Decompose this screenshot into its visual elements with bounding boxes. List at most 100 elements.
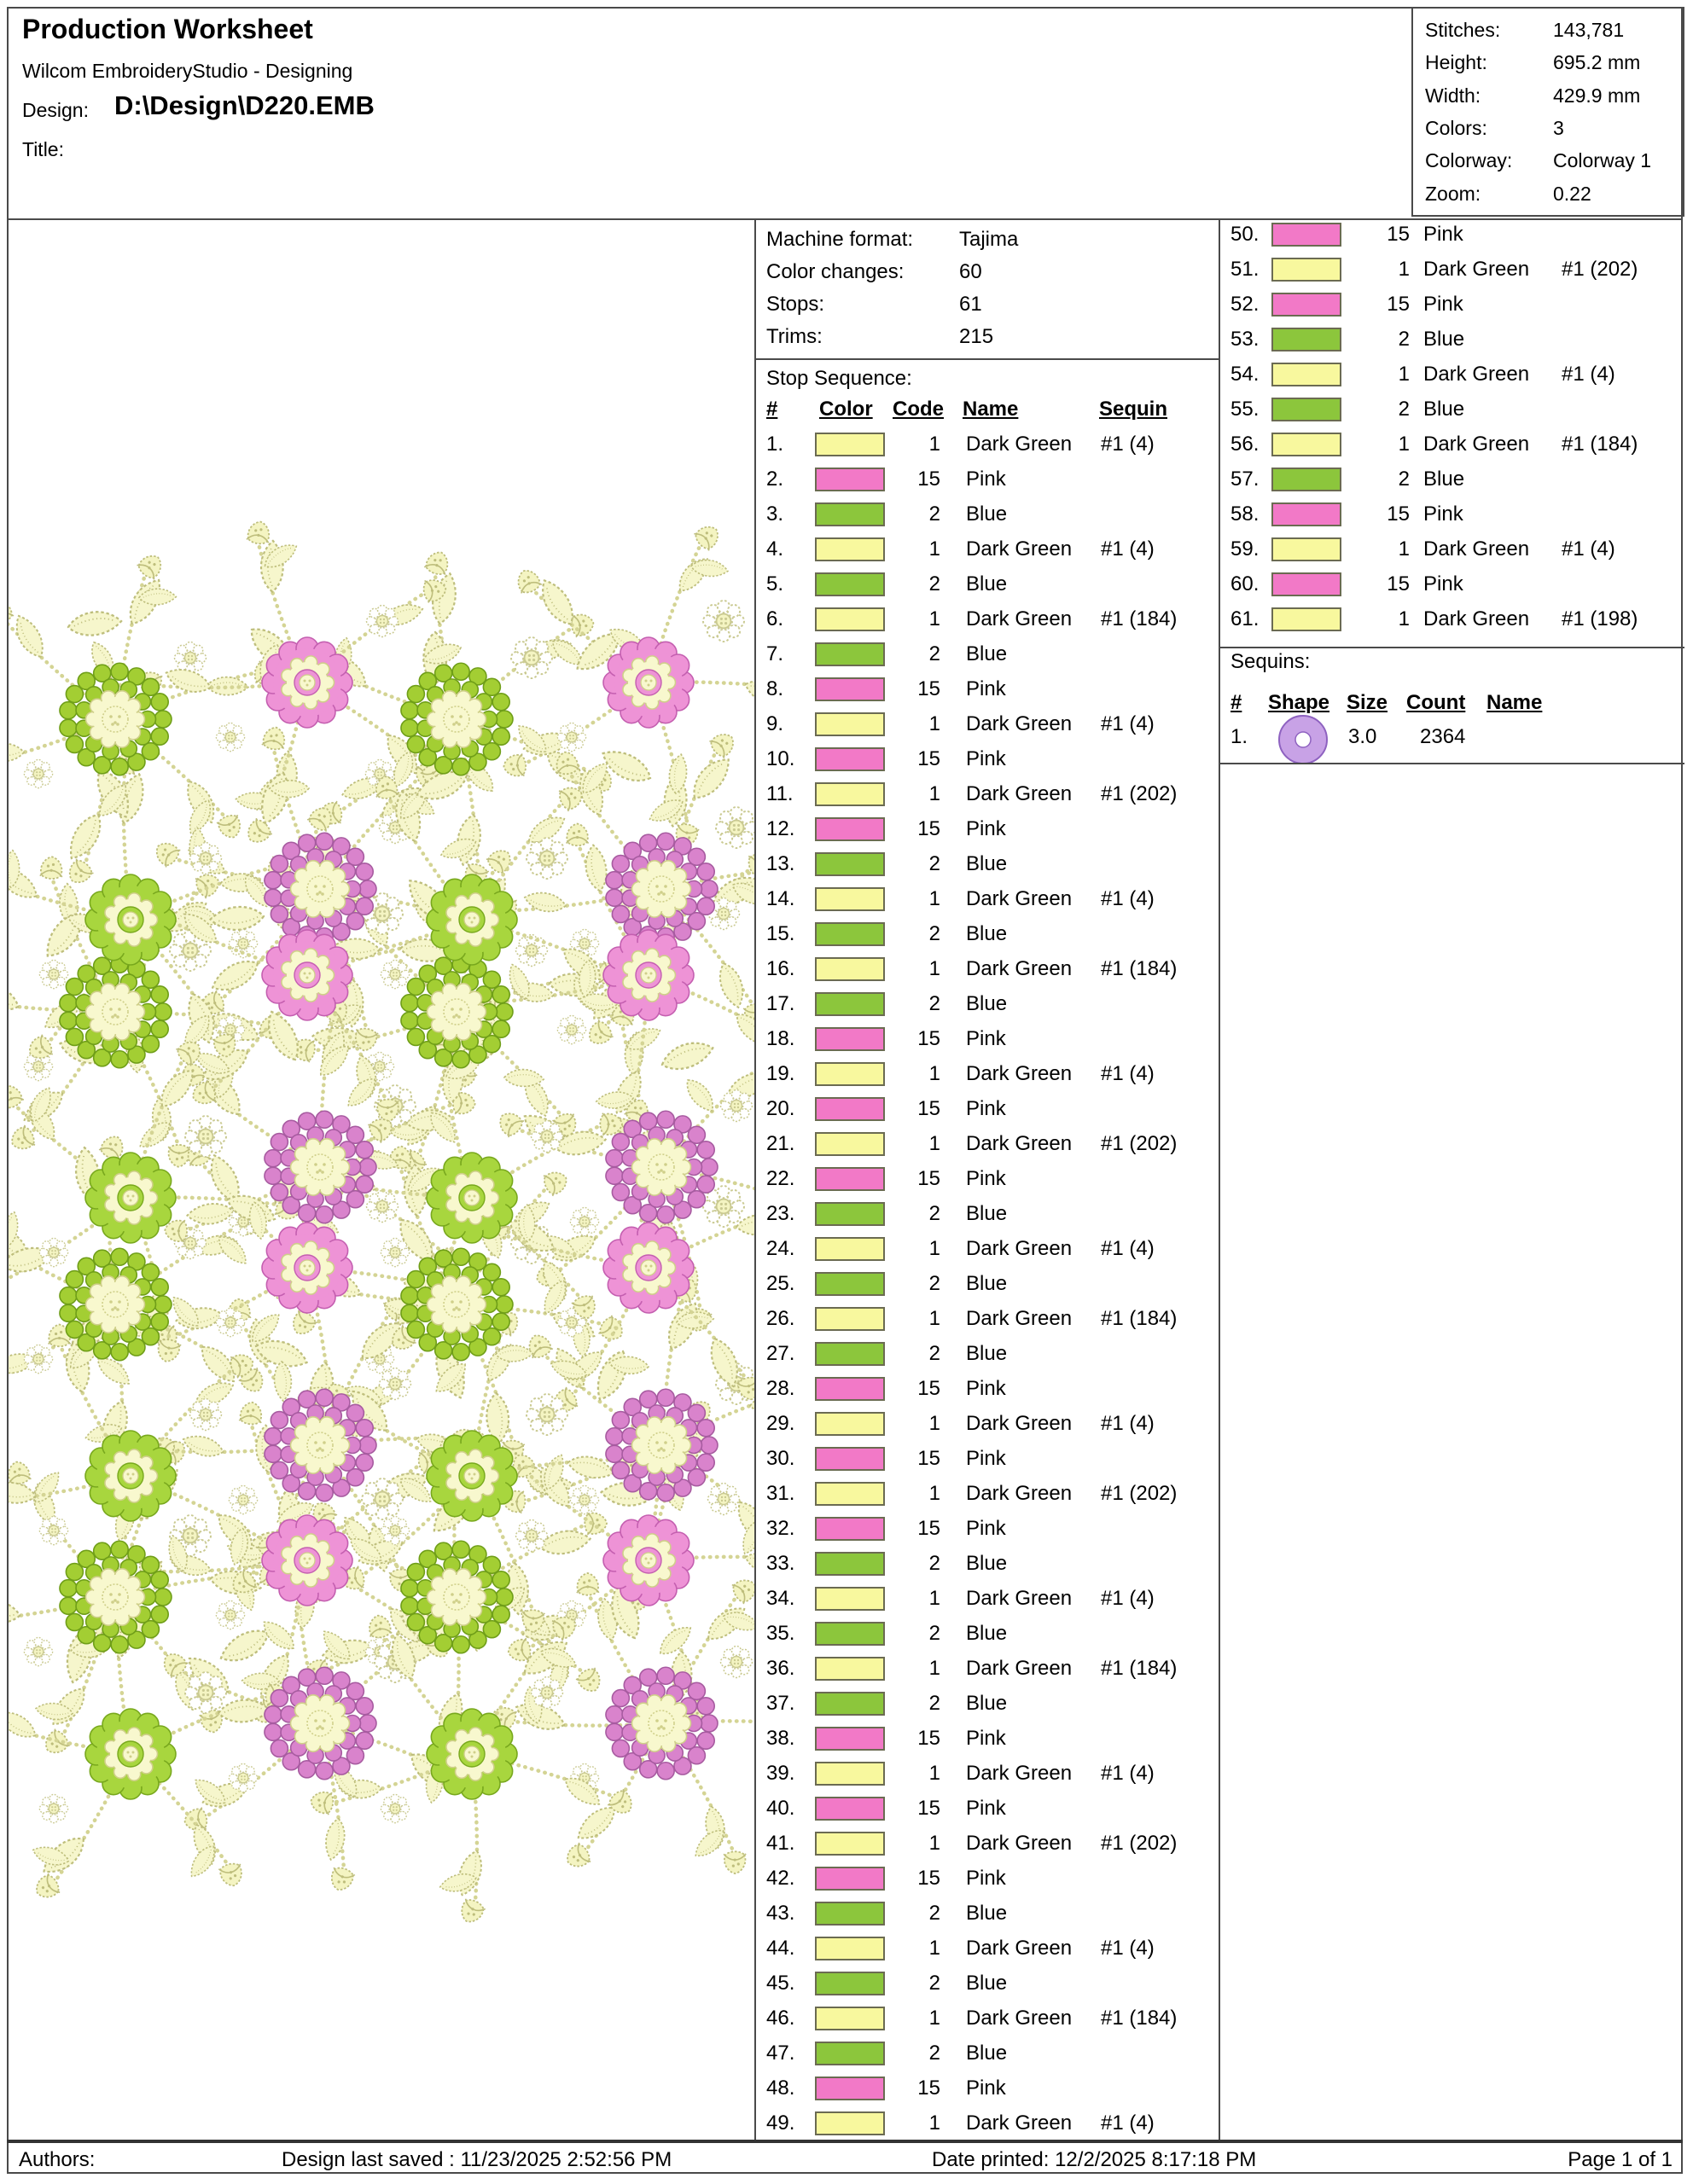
design-path: D:\Design\D220.EMB [113, 90, 375, 120]
color-swatch [1271, 363, 1341, 386]
stop-row: 15. 2 Blue [766, 922, 1008, 946]
color-swatch [1271, 537, 1341, 561]
stop-row: 36. 1 Dark Green #1 (184) [766, 1657, 1178, 1681]
color-swatch [815, 468, 885, 491]
color-swatch [815, 607, 885, 631]
color-swatch [815, 1307, 885, 1331]
stop-row: 53. 2 Blue [1230, 328, 1465, 351]
stop-row: 4. 1 Dark Green #1 (4) [766, 537, 1155, 561]
color-swatch [815, 1132, 885, 1156]
color-swatch [815, 887, 885, 911]
stop-row: 27. 2 Blue [766, 1342, 1008, 1366]
stop-row: 41. 1 Dark Green #1 (202) [766, 1832, 1178, 1856]
title-label: Title: [22, 138, 64, 160]
color-swatch [1271, 572, 1341, 596]
app-subtitle: Wilcom EmbroideryStudio - Designing [22, 60, 353, 82]
stop-row: 35. 2 Blue [766, 1622, 1008, 1646]
color-swatch [815, 747, 885, 771]
stop-row: 39. 1 Dark Green #1 (4) [766, 1762, 1155, 1786]
stop-row: 19. 1 Dark Green #1 (4) [766, 1062, 1155, 1086]
stop-row: 55. 2 Blue [1230, 398, 1465, 421]
stop-row: 18. 15 Pink [766, 1027, 1006, 1051]
stop-row: 1. 1 Dark Green #1 (4) [766, 433, 1155, 456]
stop-row: 40. 15 Pink [766, 1797, 1006, 1821]
sequin-row-number: 1. [1230, 725, 1248, 748]
stop-row: 47. 2 Blue [766, 2042, 1008, 2065]
embroidery-design-svg [0, 519, 835, 1927]
stop-row: 23. 2 Blue [766, 1202, 1008, 1226]
stop-row: 12. 15 Pink [766, 817, 1006, 841]
info-row: Colors: 3 [1425, 117, 1564, 140]
color-swatch [815, 817, 885, 841]
color-swatch [815, 1412, 885, 1436]
last-saved-text: Design last saved : 11/23/2025 2:52:56 P… [282, 2148, 672, 2171]
stop-row: 2. 15 Pink [766, 468, 1006, 491]
sequin-col-number: # [1230, 691, 1242, 714]
stop-row: 30. 15 Pink [766, 1447, 1006, 1471]
stop-row: 61. 1 Dark Green #1 (198) [1230, 607, 1638, 631]
stop-row: 56. 1 Dark Green #1 (184) [1230, 433, 1638, 456]
color-swatch [815, 1727, 885, 1751]
stop-row: 11. 1 Dark Green #1 (202) [766, 782, 1178, 806]
stop-row: 9. 1 Dark Green #1 (4) [766, 712, 1155, 736]
stop-row: 29. 1 Dark Green #1 (4) [766, 1412, 1155, 1436]
divider-left-middle [754, 218, 756, 2141]
stop-row: 59. 1 Dark Green #1 (4) [1230, 537, 1615, 561]
color-swatch [815, 992, 885, 1016]
color-swatch [815, 1937, 885, 1960]
color-swatch [815, 1867, 885, 1891]
color-swatch [815, 2111, 885, 2135]
color-swatch [815, 1272, 885, 1296]
color-swatch [815, 1797, 885, 1821]
color-swatch [815, 1622, 885, 1646]
page-title: Production Worksheet [22, 14, 313, 44]
divider-middle-right [1219, 218, 1220, 2141]
stop-row: 24. 1 Dark Green #1 (4) [766, 1237, 1155, 1261]
col-header-name: Name [963, 398, 1019, 421]
date-printed-text: Date printed: 12/2/2025 8:17:18 PM [932, 2148, 1257, 2171]
sequin-col-shape: Shape [1268, 691, 1330, 714]
page-number: Page 1 of 1 [1568, 2148, 1673, 2171]
col-header-code: Code [893, 398, 944, 421]
color-swatch [815, 1902, 885, 1926]
stop-row: 44. 1 Dark Green #1 (4) [766, 1937, 1155, 1960]
color-swatch [815, 2042, 885, 2065]
color-swatch [1271, 468, 1341, 491]
sequins-box-top [1219, 647, 1684, 648]
machine-row: Stops: 61 [766, 293, 982, 316]
stop-row: 58. 15 Pink [1230, 502, 1463, 526]
color-swatch [1271, 293, 1341, 317]
color-swatch [815, 1447, 885, 1471]
stop-row: 5. 2 Blue [766, 572, 1008, 596]
color-swatch [1271, 223, 1341, 247]
color-swatch [815, 1552, 885, 1576]
color-swatch [815, 1027, 885, 1051]
color-swatch [1271, 398, 1341, 421]
stop-row: 50. 15 Pink [1230, 223, 1463, 247]
sequin-col-name: Name [1486, 691, 1543, 714]
stop-row: 45. 2 Blue [766, 1972, 1008, 1995]
sequins-box-bottom [1219, 763, 1684, 764]
stop-row: 60. 15 Pink [1230, 572, 1463, 596]
sequin-disc-icon [1278, 715, 1328, 764]
color-swatch [815, 2077, 885, 2100]
color-swatch [815, 852, 885, 876]
color-swatch [815, 1062, 885, 1086]
color-swatch [815, 1342, 885, 1366]
color-swatch [815, 1237, 885, 1261]
color-swatch [1271, 258, 1341, 282]
color-swatch [815, 572, 885, 596]
color-swatch [815, 1692, 885, 1716]
info-row: Stitches: 143,781 [1425, 19, 1625, 42]
stop-row: 31. 1 Dark Green #1 (202) [766, 1482, 1178, 1506]
stop-sequence-title: Stop Sequence: [766, 367, 912, 390]
stop-row: 37. 2 Blue [766, 1692, 1008, 1716]
stop-row: 49. 1 Dark Green #1 (4) [766, 2111, 1155, 2135]
color-swatch [815, 1482, 885, 1506]
color-swatch [1271, 502, 1341, 526]
stop-row: 21. 1 Dark Green #1 (202) [766, 1132, 1178, 1156]
sequins-title: Sequins: [1230, 650, 1311, 673]
info-row: Width: 429.9 mm [1425, 84, 1641, 107]
color-swatch [815, 677, 885, 701]
info-row: Height: 695.2 mm [1425, 51, 1641, 74]
